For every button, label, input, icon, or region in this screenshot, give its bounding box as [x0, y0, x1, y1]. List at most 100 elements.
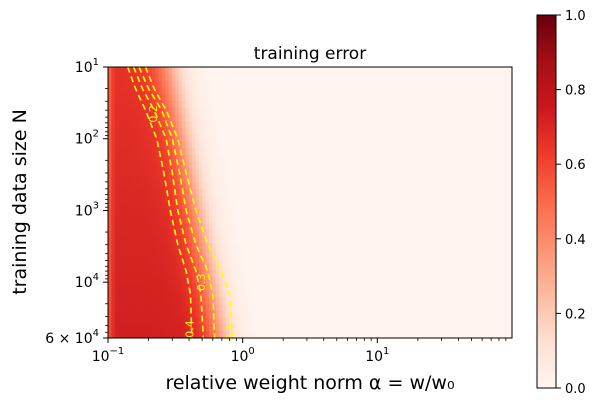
heatmap-cell	[262, 100, 267, 109]
heatmap-cell	[461, 121, 466, 129]
heatmap-cell	[286, 121, 291, 129]
heatmap-cell	[262, 283, 267, 292]
heatmap-cell	[363, 256, 368, 265]
heatmap-cell	[326, 229, 331, 237]
heatmap-cell	[212, 67, 217, 75]
heatmap-cell	[246, 161, 250, 170]
heatmap-cell	[165, 236, 170, 244]
heatmap-cell	[259, 80, 264, 88]
heatmap-cell	[441, 222, 446, 231]
heatmap-cell	[205, 283, 210, 292]
heatmap-cell	[310, 283, 314, 292]
heatmap-cell	[171, 222, 176, 231]
heatmap-cell	[272, 73, 277, 82]
heatmap-cell	[266, 277, 271, 285]
heatmap-cell	[310, 209, 314, 217]
heatmap-cell	[148, 229, 153, 237]
heatmap-cell	[256, 80, 261, 88]
heatmap-cell	[121, 195, 126, 204]
heatmap-cell	[495, 310, 500, 319]
heatmap-cell	[353, 304, 358, 312]
heatmap-cell	[242, 182, 247, 190]
heatmap-cell	[363, 270, 368, 278]
heatmap-cell	[407, 168, 412, 177]
heatmap-cell	[229, 127, 234, 136]
heatmap-cell	[242, 175, 247, 183]
heatmap-cell	[343, 73, 348, 82]
heatmap-cell	[437, 324, 442, 332]
heatmap-cell	[498, 107, 503, 116]
heatmap-cell	[235, 175, 240, 183]
heatmap-cell	[171, 290, 176, 298]
heatmap-cell	[444, 182, 449, 190]
heatmap-cell	[168, 249, 173, 258]
heatmap-cell	[296, 290, 301, 298]
heatmap-cell	[421, 270, 426, 278]
heatmap-cell	[431, 202, 436, 210]
heatmap-cell	[427, 73, 432, 82]
heatmap-cell	[347, 94, 351, 102]
heatmap-cell	[185, 263, 190, 271]
heatmap-cell	[485, 310, 490, 319]
heatmap-cell	[427, 202, 432, 210]
heatmap-cell	[474, 324, 479, 332]
heatmap-cell	[495, 195, 500, 204]
heatmap-cell	[121, 202, 126, 210]
heatmap-cell	[488, 182, 493, 190]
heatmap-cell	[417, 209, 422, 217]
heatmap-cell	[212, 182, 217, 190]
heatmap-cell	[283, 67, 288, 75]
heatmap-cell	[485, 188, 490, 197]
heatmap-cell	[320, 168, 325, 177]
heatmap-cell	[212, 304, 217, 312]
heatmap-cell	[249, 209, 254, 217]
heatmap-cell	[468, 127, 473, 136]
heatmap-cell	[134, 107, 139, 116]
heatmap-cell	[175, 100, 180, 109]
heatmap-cell	[158, 222, 163, 231]
heatmap-cell	[195, 188, 200, 197]
heatmap-cell	[148, 168, 153, 177]
heatmap-cell	[242, 195, 247, 204]
heatmap-cell	[380, 324, 385, 332]
heatmap-cell	[108, 209, 112, 217]
heatmap-cell	[262, 161, 267, 170]
heatmap-cell	[145, 229, 149, 237]
heatmap-cell	[171, 161, 176, 170]
heatmap-cell	[266, 304, 271, 312]
heatmap-cell	[303, 256, 308, 265]
heatmap-cell	[505, 236, 510, 244]
heatmap-cell	[394, 324, 399, 332]
heatmap-cell	[188, 182, 193, 190]
heatmap-cell	[363, 297, 368, 305]
heatmap-cell	[128, 331, 133, 338]
heatmap-cell	[414, 317, 419, 326]
heatmap-cell	[478, 209, 483, 217]
heatmap-cell	[400, 317, 405, 326]
heatmap-cell	[128, 216, 133, 224]
heatmap-cell	[437, 256, 442, 265]
heatmap-cell	[114, 270, 119, 278]
heatmap-cell	[404, 249, 409, 258]
heatmap-cell	[262, 195, 267, 204]
heatmap-cell	[145, 249, 149, 258]
heatmap-cell	[471, 161, 476, 170]
heatmap-cell	[175, 114, 180, 122]
heatmap-cell	[461, 222, 466, 231]
heatmap-cell	[252, 216, 257, 224]
heatmap-cell	[488, 297, 493, 305]
heatmap-cell	[209, 249, 213, 258]
heatmap-cell	[209, 87, 213, 95]
heatmap-cell	[269, 304, 274, 312]
heatmap-cell	[340, 222, 345, 231]
heatmap-cell	[495, 87, 500, 95]
heatmap-cell	[495, 161, 500, 170]
heatmap-cell	[353, 216, 358, 224]
heatmap-cell	[168, 100, 173, 109]
heatmap-cell	[165, 107, 170, 116]
heatmap-cell	[124, 182, 129, 190]
heatmap-cell	[299, 270, 304, 278]
heatmap-cell	[232, 249, 237, 258]
heatmap-cell	[272, 297, 277, 305]
heatmap-cell	[347, 73, 351, 82]
